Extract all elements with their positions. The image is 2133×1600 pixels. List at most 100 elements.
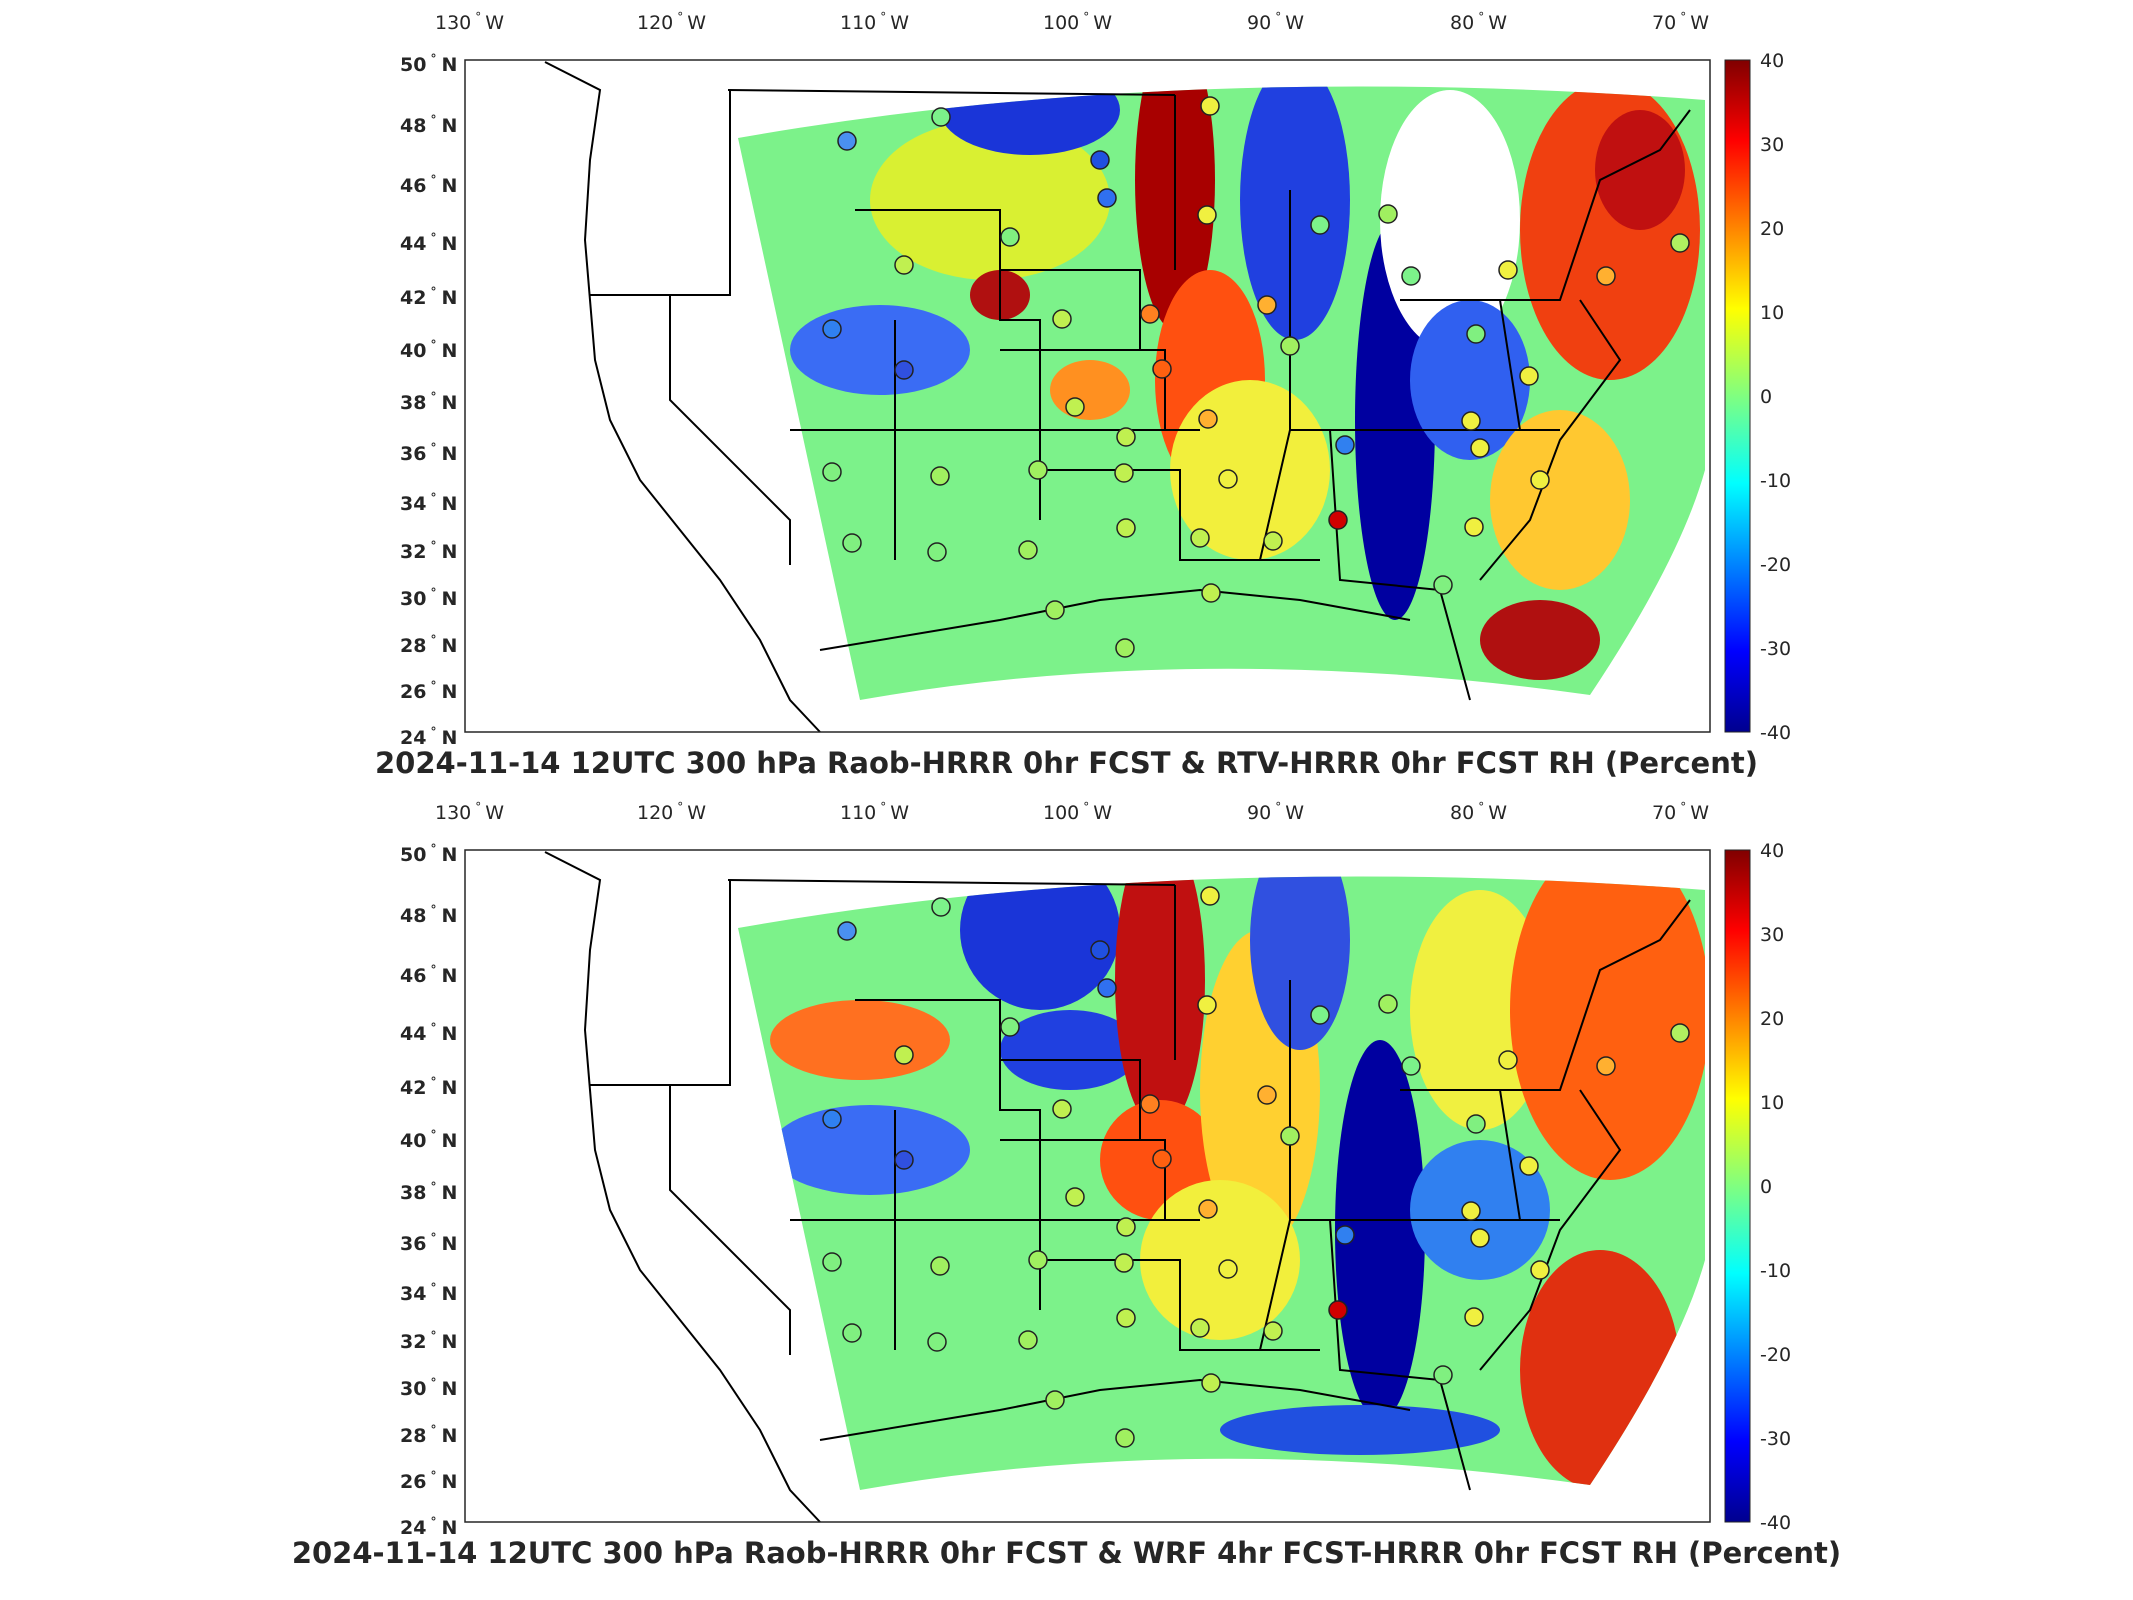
station-marker <box>1263 531 1283 551</box>
cb-tick: -40 <box>1760 722 1791 744</box>
station-marker <box>1198 1199 1218 1219</box>
station-marker <box>1263 1321 1283 1341</box>
lat-label-38: 38 ° N <box>400 1180 457 1204</box>
station-marker <box>1466 324 1486 344</box>
station-marker <box>1052 1099 1072 1119</box>
cb-tick: -10 <box>1760 470 1791 492</box>
station-marker <box>1116 427 1136 447</box>
lat-label-34: 34 ° N <box>400 491 457 515</box>
cb-tick: 10 <box>1760 1092 1784 1114</box>
station-marker <box>1028 1250 1048 1270</box>
station-marker <box>1045 600 1065 620</box>
station-marker <box>1328 510 1348 530</box>
station-marker <box>1018 540 1038 560</box>
station-marker <box>1200 886 1220 906</box>
panel-title-top: 2024-11-14 12UTC 300 hPa Raob-HRRR 0hr F… <box>374 746 1758 780</box>
station-marker <box>931 897 951 917</box>
lat-label-42: 42 ° N <box>400 285 457 309</box>
cb-tick: 30 <box>1760 134 1784 156</box>
station-marker <box>927 1332 947 1352</box>
lon-label-130: 130 ° W <box>435 10 504 34</box>
lat-label-24: 24 ° N <box>400 725 457 749</box>
station-marker <box>1433 1365 1453 1385</box>
lat-label-44: 44 ° N <box>400 231 457 255</box>
lon-label-80: 80 ° W <box>1450 10 1507 34</box>
station-marker <box>894 1045 914 1065</box>
station-marker <box>1670 233 1690 253</box>
station-marker <box>1328 1300 1348 1320</box>
cb-tick: 20 <box>1760 1008 1784 1030</box>
lat-label-32: 32 ° N <box>400 1329 457 1353</box>
station-marker <box>1378 204 1398 224</box>
cb-tick: -20 <box>1760 554 1791 576</box>
station-marker <box>1097 188 1117 208</box>
station-marker <box>1090 150 1110 170</box>
colorbar-gradient-top <box>1724 59 1751 733</box>
station-marker <box>1197 995 1217 1015</box>
lat-label-48: 48 ° N <box>400 113 457 137</box>
station-marker <box>822 1252 842 1272</box>
station-marker <box>1198 409 1218 429</box>
cb-tick: 0 <box>1760 1176 1772 1198</box>
station-marker <box>1115 638 1135 658</box>
station-marker <box>1000 227 1020 247</box>
station-marker <box>1464 1307 1484 1327</box>
colorbar-top: 40 30 20 10 0 -10 -20 -30 -40 <box>1724 50 1791 744</box>
lat-label-30: 30 ° N <box>400 586 457 610</box>
lat-label-48: 48 ° N <box>400 903 457 927</box>
station-marker <box>1218 1259 1238 1279</box>
lon-label-120: 120 ° W <box>637 800 706 824</box>
station-marker <box>1116 1308 1136 1328</box>
map-frame-bottom <box>464 849 1711 1523</box>
cb-tick: -40 <box>1760 1512 1791 1534</box>
station-marker <box>1065 397 1085 417</box>
lon-label-120: 120 ° W <box>637 10 706 34</box>
station-marker <box>822 1109 842 1129</box>
station-marker <box>1114 463 1134 483</box>
station-marker <box>1280 336 1300 356</box>
lat-label-36: 36 ° N <box>400 1231 457 1255</box>
station-marker <box>1530 1260 1550 1280</box>
station-marker <box>1461 1201 1481 1221</box>
colorbar-bottom: 40 30 20 10 0 -10 -20 -30 -40 <box>1724 840 1791 1534</box>
station-marker <box>1670 1023 1690 1043</box>
station-marker <box>1052 309 1072 329</box>
station-marker <box>1190 528 1210 548</box>
station-marker <box>1596 266 1616 286</box>
cb-tick: 40 <box>1760 50 1784 72</box>
cb-tick: -30 <box>1760 1428 1791 1450</box>
station-marker <box>1065 1187 1085 1207</box>
station-marker <box>1201 583 1221 603</box>
station-marker <box>1257 295 1277 315</box>
station-marker <box>930 1256 950 1276</box>
cb-tick: 20 <box>1760 218 1784 240</box>
lat-label-30: 30 ° N <box>400 1376 457 1400</box>
station-marker <box>837 921 857 941</box>
station-marker <box>894 360 914 380</box>
station-marker <box>1433 575 1453 595</box>
panel-bottom: 130 ° W 120 ° W 110 ° W 100 ° W 90 ° W 80 ° W 70 ° W 5… <box>0 790 2133 1590</box>
station-marker <box>1116 518 1136 538</box>
lat-label-32: 32 ° N <box>400 539 457 563</box>
lat-label-26: 26 ° N <box>400 679 457 703</box>
station-marker <box>1530 470 1550 490</box>
station-marker <box>1470 438 1490 458</box>
station-marker <box>1197 205 1217 225</box>
station-marker <box>927 542 947 562</box>
rh-difference-field-bottom <box>738 876 1705 1490</box>
station-marker <box>894 1150 914 1170</box>
map-figure-top: 130 ° W 120 ° W 110 ° W 100 ° W 90 ° W 80 ° W 70 ° W 5… <box>400 10 1791 749</box>
state-borders-top <box>544 61 1691 733</box>
lat-label-50: 50 ° N <box>400 842 457 866</box>
station-marker <box>1310 215 1330 235</box>
cb-tick: -10 <box>1760 1260 1791 1282</box>
lon-labels-top: 130 ° W 120 ° W 110 ° W 100 ° W 90 ° W 80 ° W 70 ° W <box>435 10 1709 34</box>
state-borders-bottom <box>544 851 1691 1523</box>
lon-label-110: 110 ° W <box>840 800 909 824</box>
station-marker <box>1200 96 1220 116</box>
cb-tick: 30 <box>1760 924 1784 946</box>
station-marker <box>1190 1318 1210 1338</box>
station-marker <box>1310 1005 1330 1025</box>
lat-label-42: 42 ° N <box>400 1075 457 1099</box>
station-marker <box>1201 1373 1221 1393</box>
